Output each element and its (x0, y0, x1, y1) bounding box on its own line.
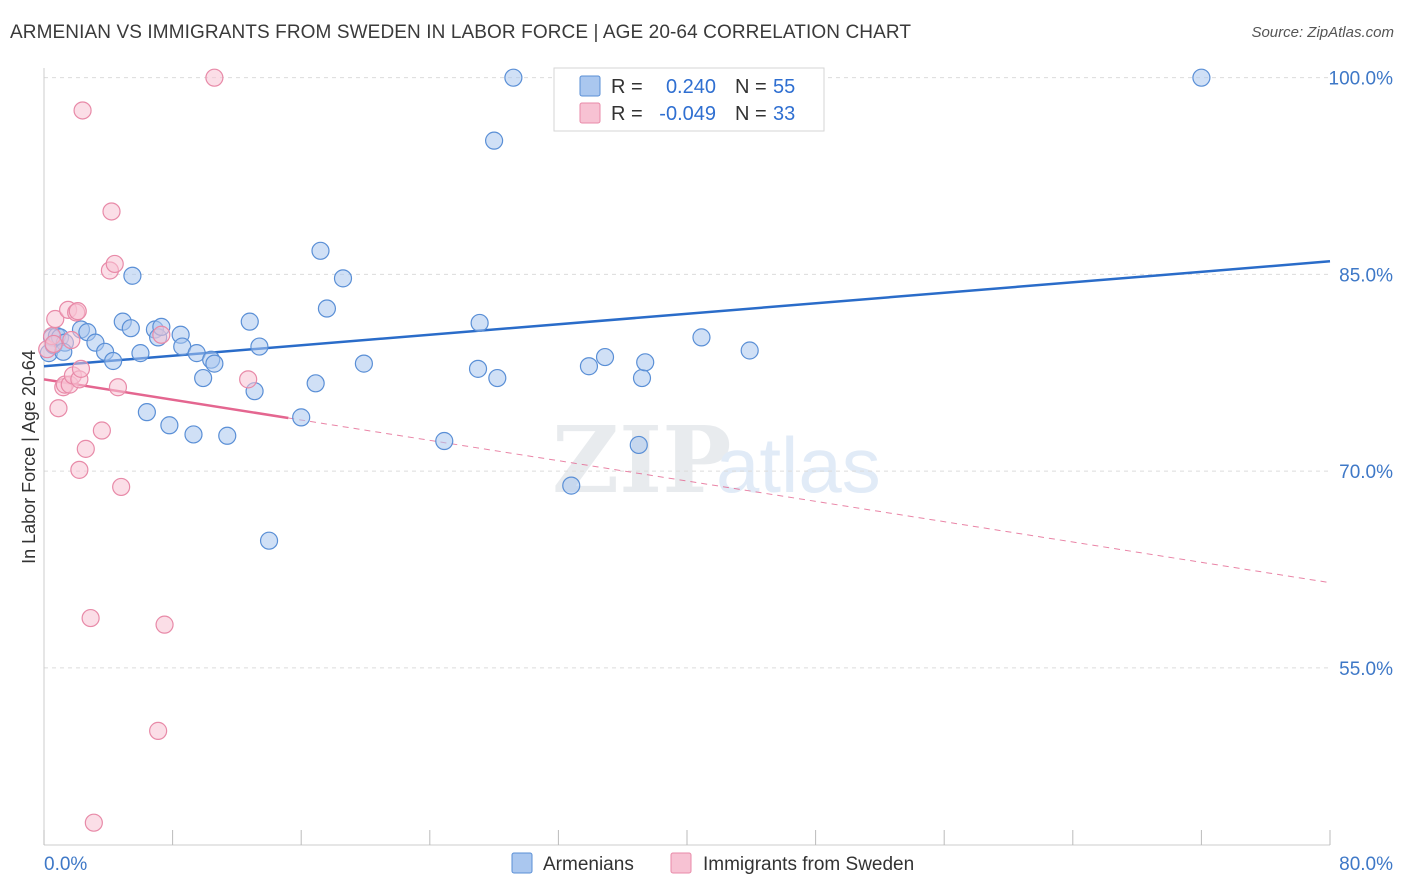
x-tick-label-end: 80.0% (1339, 854, 1393, 875)
sweden-point (205, 68, 224, 87)
x-axis-tick-labels: 0.0% 80.0% (44, 854, 1393, 875)
sweden-point (76, 439, 95, 458)
armenians-point (632, 368, 652, 388)
armenians-point (205, 354, 224, 373)
armenians-point (184, 425, 203, 444)
correlation-legend: R = 0.240 N = 55 R = -0.049 N = 33 (553, 67, 825, 132)
chart-title: ARMENIAN VS IMMIGRANTS FROM SWEDEN IN LA… (10, 22, 912, 43)
armenians-point (435, 431, 454, 451)
legend-armenians-r-label: R = (611, 76, 643, 98)
armenians-point (629, 435, 648, 455)
armenians-point (292, 408, 311, 427)
armenians-point (317, 299, 337, 318)
sweden-point (108, 378, 128, 397)
sweden-point (62, 330, 81, 350)
armenians-point (595, 347, 615, 367)
armenians-point (488, 368, 507, 388)
armenians-point (194, 368, 213, 388)
legend-armenians-n-value: 55 (773, 76, 795, 98)
legend-sweden-r-value: -0.049 (659, 103, 716, 125)
armenians-point (160, 416, 179, 435)
armenians-point (579, 357, 599, 376)
armenians-point (121, 319, 140, 338)
armenians-point (470, 313, 489, 333)
legend-swatch-armenians (579, 75, 601, 97)
series-legend: Armenians Immigrants from Sweden (511, 852, 914, 875)
sweden-point (152, 325, 171, 344)
watermark: ZIP atlas (552, 406, 881, 514)
sweden-point (105, 254, 124, 274)
sweden-point (84, 813, 103, 832)
sweden-point (81, 608, 100, 628)
legend-sweden-n-value: 33 (773, 103, 795, 125)
sweden-point (149, 721, 168, 740)
bottom-legend-swatch-sweden (670, 852, 692, 874)
armenians-point (131, 344, 150, 363)
sweden-point (70, 460, 89, 479)
sweden-point (49, 399, 68, 418)
armenians-point (306, 374, 325, 393)
armenians-point (740, 341, 759, 360)
armenians-point (218, 426, 237, 445)
legend-armenians-r-value: 0.240 (666, 76, 716, 98)
x-tick-label-start: 0.0% (44, 854, 87, 875)
armenians-point (1192, 68, 1211, 87)
x-axis-ticks (43, 830, 1331, 845)
sweden-point (71, 359, 91, 378)
legend-swatch-sweden (579, 102, 601, 124)
series-sweden-points (38, 68, 258, 832)
y-tick-label: 100.0% (1329, 69, 1394, 90)
armenians-point (250, 337, 269, 356)
sweden-point (102, 202, 121, 221)
gridlines (44, 77, 1330, 669)
armenians-point (137, 403, 156, 422)
armenians-point (354, 354, 373, 373)
bottom-legend-label-sweden: Immigrants from Sweden (703, 854, 914, 875)
sweden-point (92, 421, 111, 440)
armenians-point (123, 266, 142, 285)
sweden-point (46, 309, 65, 329)
armenians-point (311, 241, 330, 260)
bottom-legend-label-armenians: Armenians (543, 854, 634, 875)
y-axis-tick-labels: 100.0% 85.0% 70.0% 55.0% (1329, 69, 1394, 680)
armenians-point (259, 531, 279, 550)
armenians-point (333, 269, 353, 288)
sweden-point (44, 334, 63, 354)
armenians-point (504, 68, 523, 87)
sweden-point (155, 615, 174, 634)
sweden-point (73, 101, 92, 120)
bottom-legend-swatch-armenians (511, 852, 533, 874)
watermark-atlas: atlas (716, 421, 881, 509)
sweden-point (239, 370, 258, 389)
armenians-point (562, 476, 581, 495)
armenians-point (240, 312, 259, 331)
armenians-point (104, 351, 123, 371)
trend-line-armenians (43, 260, 1331, 368)
sweden-point (68, 302, 87, 321)
y-tick-label: 70.0% (1339, 462, 1393, 483)
legend-armenians-n-label: N = (735, 76, 767, 98)
armenians-point (692, 328, 711, 347)
armenians-point (485, 131, 504, 150)
watermark-zip: ZIP (552, 406, 731, 514)
y-tick-label: 85.0% (1339, 265, 1393, 286)
legend-sweden-n-label: N = (735, 103, 767, 125)
armenians-point (468, 359, 488, 378)
sweden-point (112, 477, 131, 497)
legend-sweden-r-label: R = (611, 103, 643, 125)
source-label: Source: ZipAtlas.com (1251, 24, 1394, 41)
y-tick-label: 55.0% (1339, 659, 1393, 680)
y-axis-label: In Labor Force | Age 20-64 (19, 350, 39, 564)
armenians-point (636, 353, 655, 372)
